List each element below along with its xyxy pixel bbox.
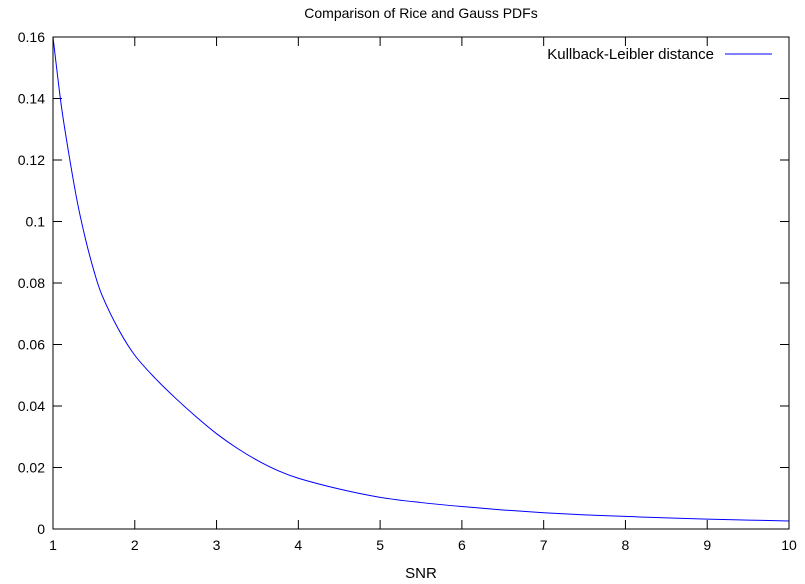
series-line xyxy=(52,36,790,522)
y-tick-label: 0.16 xyxy=(18,29,45,45)
chart-title: Comparison of Rice and Gauss PDFs xyxy=(304,5,537,21)
y-tick-label: 0.02 xyxy=(18,460,45,476)
x-tick-label: 8 xyxy=(622,537,630,553)
x-tick-label: 4 xyxy=(294,537,302,553)
x-tick-label: 5 xyxy=(376,537,384,553)
plot-frame xyxy=(52,36,790,530)
x-tick-label: 6 xyxy=(458,537,466,553)
legend: Kullback-Leibler distance xyxy=(547,46,772,63)
legend-label: Kullback-Leibler distance xyxy=(547,46,714,63)
y-tick-label: 0.14 xyxy=(18,91,45,107)
y-tick-label: 0.08 xyxy=(18,275,45,291)
y-tick-label: 0.12 xyxy=(18,152,45,168)
x-tick-label: 1 xyxy=(49,537,57,553)
x-tick-label: 2 xyxy=(131,537,139,553)
x-tick-label: 7 xyxy=(540,537,548,553)
x-tick-label: 10 xyxy=(781,537,797,553)
x-tick-label: 3 xyxy=(213,537,221,553)
y-axis-ticks: 0 0.02 0.04 0.06 0.08 0.1 0.12 0.14 0.16 xyxy=(18,29,789,537)
x-axis-label: SNR xyxy=(405,565,437,582)
y-tick-label: 0.04 xyxy=(18,398,45,414)
y-tick-label: 0 xyxy=(37,521,45,537)
x-tick-label: 9 xyxy=(703,537,711,553)
y-tick-label: 0.1 xyxy=(26,214,46,230)
y-tick-label: 0.06 xyxy=(18,337,45,353)
x-axis-ticks: 1 2 3 4 5 6 7 8 9 10 xyxy=(49,37,797,553)
